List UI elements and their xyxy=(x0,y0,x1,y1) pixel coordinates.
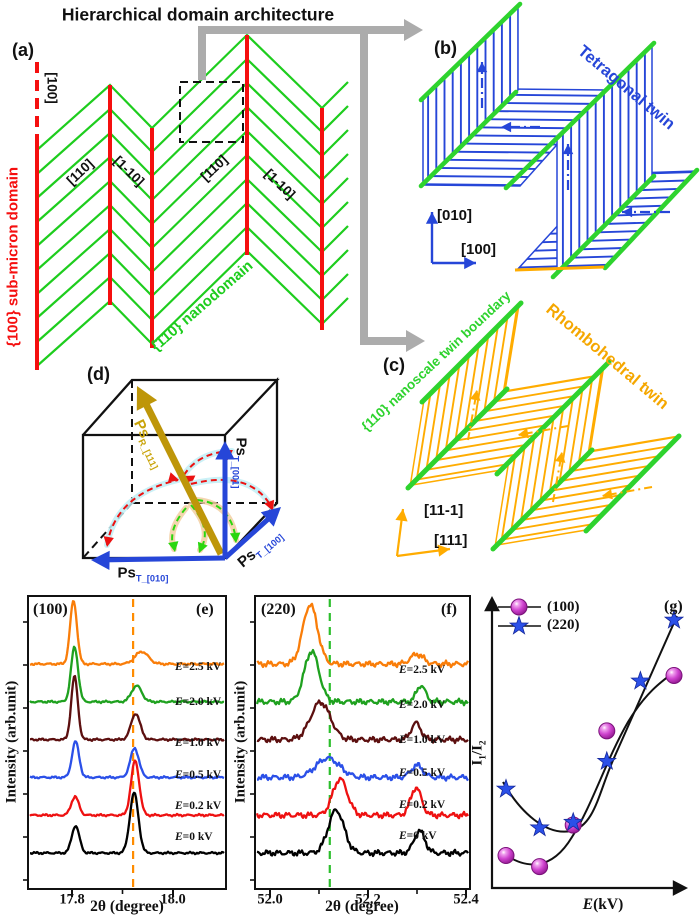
ylabel-sub1: 1 xyxy=(478,755,489,760)
panel-g-letter: (g) xyxy=(664,598,683,615)
panel-e-letter: (e) xyxy=(196,601,214,618)
tick-label-52: 52.0 xyxy=(257,891,283,908)
ps-t-010-label: PsT_[010] xyxy=(118,565,169,584)
panel-g-art xyxy=(484,596,688,896)
panel-d-art xyxy=(81,377,281,570)
ps-010-sub: T_[010] xyxy=(135,573,169,584)
tick-label-18: 18.0 xyxy=(160,891,186,908)
curve-label-f-0: E=0 kV xyxy=(399,830,437,842)
legend-220-label: (220) xyxy=(547,617,580,633)
submicron-domain-label: {100} sub-micron domain xyxy=(4,166,22,348)
dir-100-label: [100] xyxy=(44,72,60,104)
curve-label-f-3: E=1.0 kV xyxy=(399,734,446,746)
axis-100-label: [100] xyxy=(461,241,497,258)
xlabel-kv: (kV) xyxy=(593,896,624,913)
panel-e-art xyxy=(23,595,227,897)
panel-f-letter: (f) xyxy=(441,601,457,618)
curve-label-e-2: E=0.5 kV xyxy=(175,769,222,781)
panel-a-art xyxy=(35,33,349,370)
xlabel-E: E xyxy=(582,896,594,913)
panel-c-art xyxy=(395,300,682,558)
ylabel-I1: I xyxy=(469,759,486,766)
curve-label-f-4: E=2.0 kV xyxy=(399,699,446,711)
figure-title: Hierarchical domain architecture xyxy=(61,4,335,25)
curve-label-f-5: E=2.5 kV xyxy=(399,664,446,676)
panel-e-title: (100) xyxy=(33,601,68,618)
ps-010-main: Ps xyxy=(117,564,136,582)
curve-label-f-1: E=0.2 kV xyxy=(399,799,446,811)
panel-e-ylabel: Intensity (arb.unit) xyxy=(3,680,20,804)
curve-label-e-1: E=0.2 kV xyxy=(175,800,222,812)
ylabel-sub2: 2 xyxy=(478,740,489,746)
panel-f-title: (220) xyxy=(261,601,296,618)
panel-f-art xyxy=(250,595,471,897)
panel-g-ylabel: I1/I2 xyxy=(470,740,489,765)
panel-d-label: (d) xyxy=(87,364,110,384)
panel-f-ylabel: Intensity (arb.unit) xyxy=(232,680,249,804)
panel-b-label: (b) xyxy=(434,38,457,58)
panel-e-xlabel: 2θ (degree) xyxy=(90,898,164,915)
curve-label-e-4: E=2.0 kV xyxy=(175,696,222,708)
ps-001-sub: T_[001] xyxy=(230,455,241,489)
panel-f-xlabel: 2θ (degree) xyxy=(325,898,399,915)
panel-g-xlabel: E(kV) xyxy=(583,896,623,914)
ps-t-001-label: PsT_[001] xyxy=(231,438,250,489)
tick-label-17.8: 17.8 xyxy=(59,891,85,908)
axis-010-label: [010] xyxy=(437,207,473,224)
legend-100-label: (100) xyxy=(547,599,580,615)
axis-111-label: [111] xyxy=(434,532,468,549)
connector-arrows xyxy=(198,19,425,352)
ps-001-main: Ps xyxy=(232,437,250,456)
tick-label-52.2: 52.2 xyxy=(355,891,381,908)
panel-a-label: (a) xyxy=(12,40,34,60)
tick-label-52.4: 52.4 xyxy=(453,891,479,908)
curve-label-e-5: E=2.5 kV xyxy=(175,661,222,673)
curve-label-e-3: E=1.0 kV xyxy=(175,737,222,749)
panel-c-label: (c) xyxy=(383,355,405,375)
panel-b-art xyxy=(418,1,700,280)
curve-label-f-2: E=0.5 kV xyxy=(399,767,446,779)
axis-11m1-label: [11-1] xyxy=(424,502,464,519)
curve-label-e-0: E=0 kV xyxy=(175,831,213,843)
ylabel-I2: /I xyxy=(469,745,486,756)
